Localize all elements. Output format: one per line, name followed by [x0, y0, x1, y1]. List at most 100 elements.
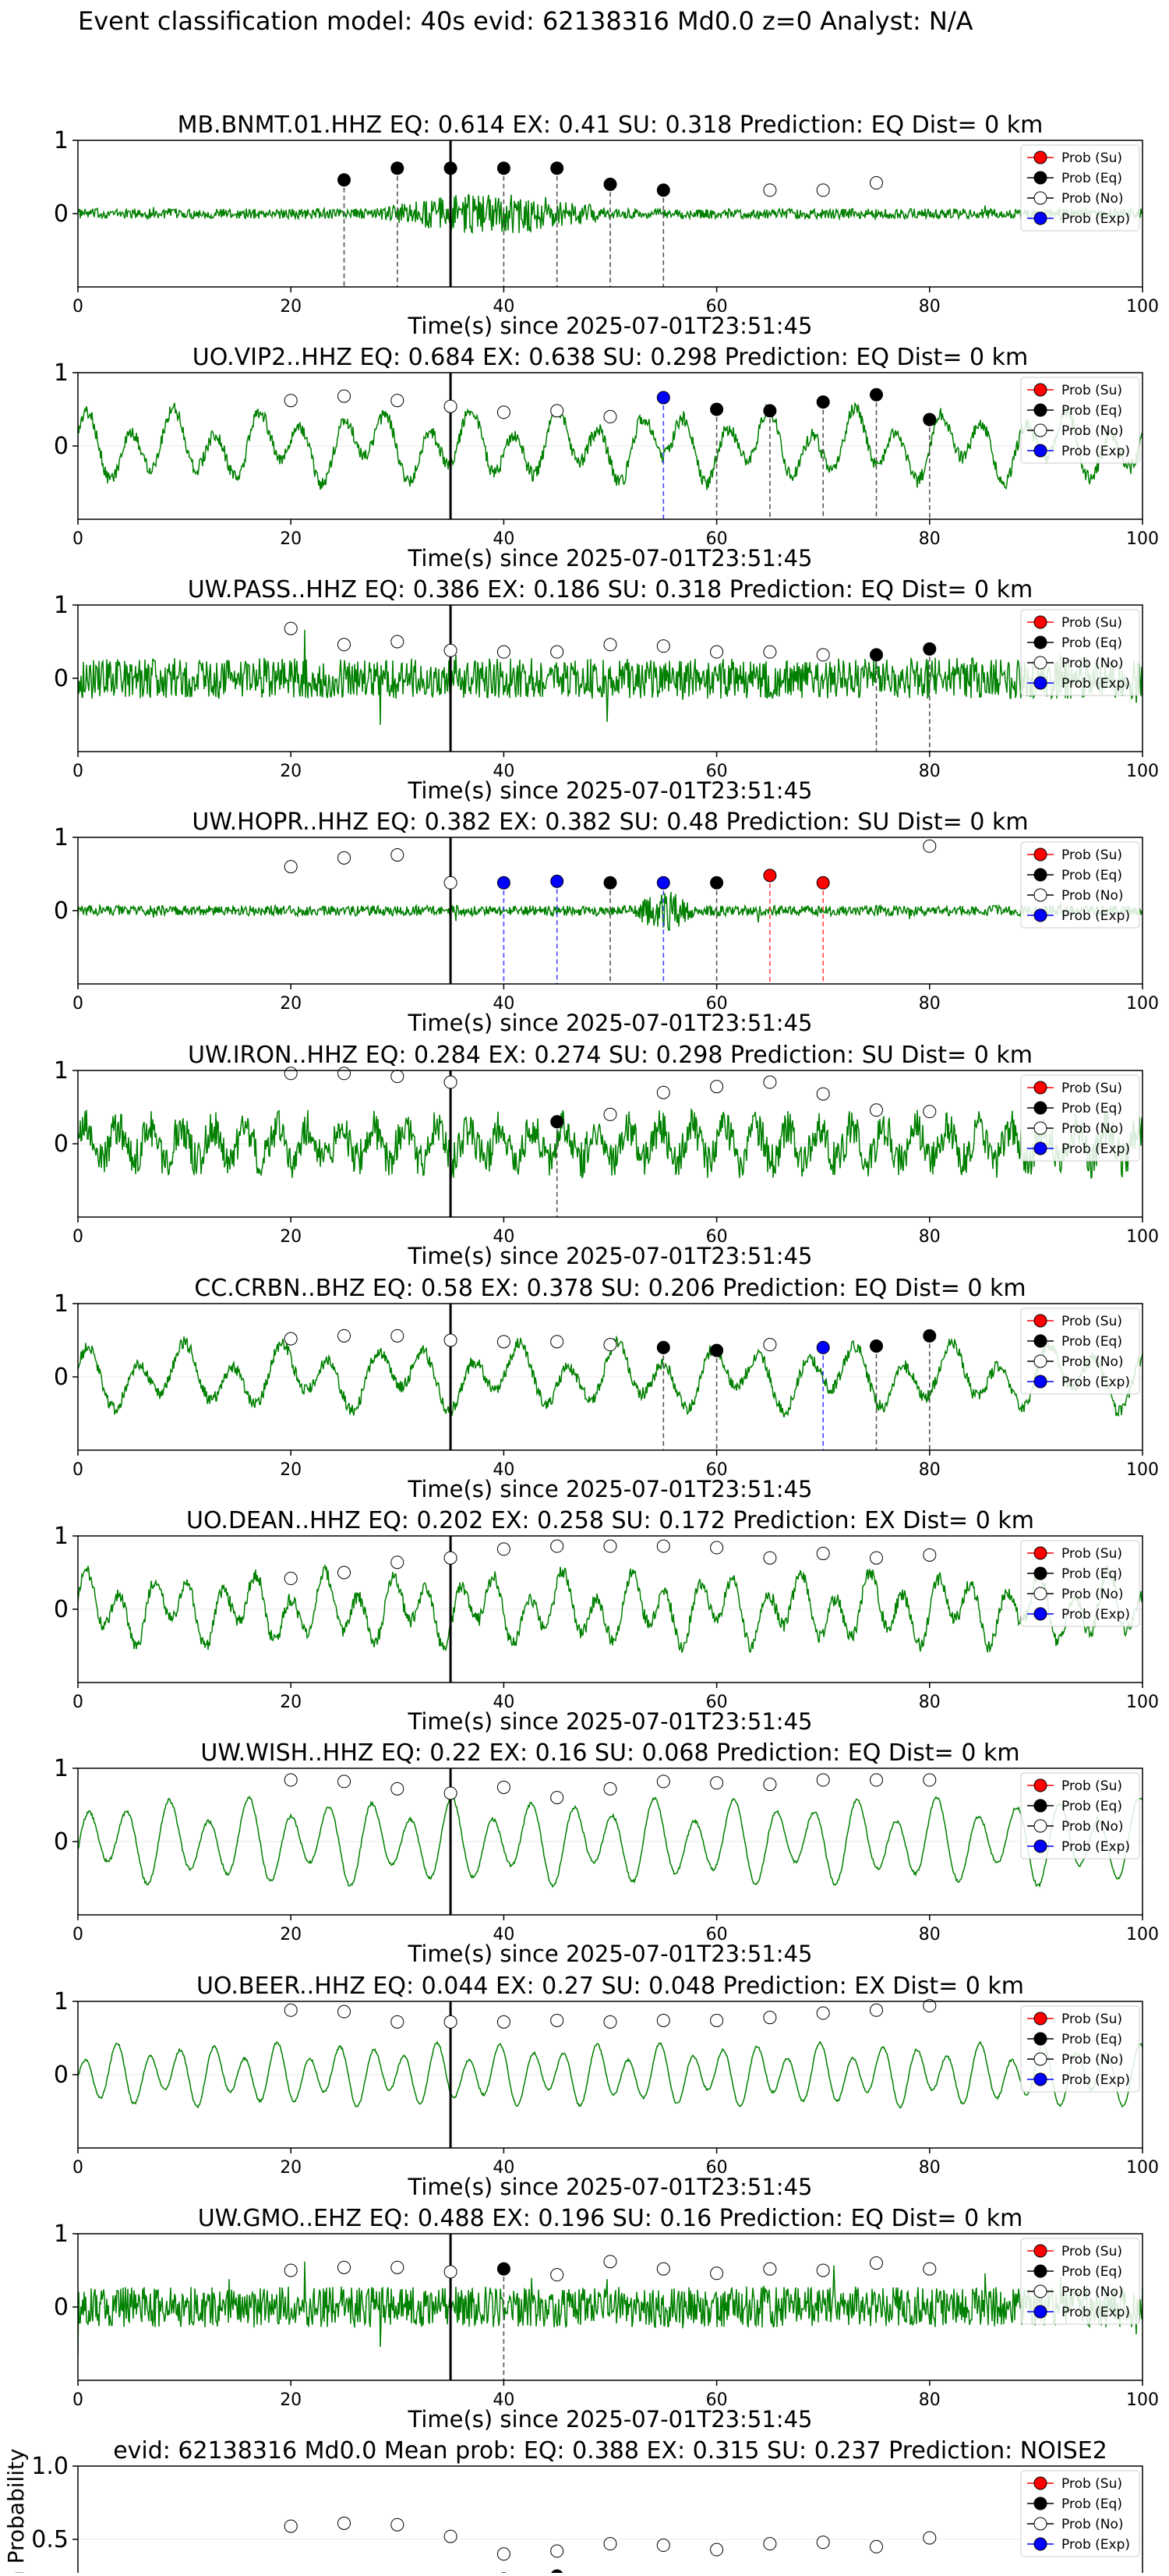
prob-marker-no	[551, 1540, 563, 1552]
prob-marker-no	[817, 2264, 829, 2277]
panel-title: UW.GMO..EHZ EQ: 0.488 EX: 0.196 SU: 0.16…	[198, 2205, 1023, 2232]
panel-title: UO.VIP2..HHZ EQ: 0.684 EX: 0.638 SU: 0.2…	[192, 344, 1029, 371]
x-tick-label: 0	[72, 1460, 83, 1480]
y-tick-label: 1	[54, 127, 69, 154]
prob-marker-no	[817, 2007, 829, 2019]
y-tick-label: 0	[54, 200, 69, 228]
legend-marker	[1034, 1840, 1047, 1852]
axes-frame	[78, 2466, 1143, 2573]
x-axis-label: Time(s) since 2025-07-01T23:51:45	[408, 1010, 813, 1036]
legend-label-exp: Prob (Exp)	[1061, 2305, 1130, 2320]
prob-marker-no	[338, 639, 351, 651]
prob-marker-no	[391, 1329, 404, 1342]
prob-marker-no	[604, 1108, 616, 1120]
legend-marker	[1034, 2265, 1047, 2277]
prob-marker-no	[284, 2004, 297, 2016]
prob-marker-no	[497, 2015, 510, 2028]
panel-title: evid: 62138316 Md0.0 Mean prob: EQ: 0.38…	[113, 2437, 1107, 2465]
x-tick-label: 80	[919, 2158, 941, 2178]
x-tick-label: 100	[1126, 297, 1159, 317]
prob-marker-eq	[657, 1341, 669, 1353]
panel-2: UW.PASS..HHZ EQ: 0.386 EX: 0.186 SU: 0.3…	[54, 576, 1159, 804]
mean-prob-point-no	[338, 2517, 351, 2529]
legend-label-exp: Prob (Exp)	[1061, 1607, 1130, 1622]
legend-label-exp: Prob (Exp)	[1061, 1375, 1130, 1390]
x-tick-label: 100	[1126, 2390, 1159, 2410]
y-tick-label: 0	[54, 2061, 69, 2089]
legend-label-exp: Prob (Exp)	[1061, 444, 1130, 459]
prob-marker-no	[551, 1336, 563, 1348]
prob-marker-no	[871, 1552, 883, 1564]
prob-marker-no	[711, 646, 723, 658]
y-tick-label: 0	[54, 1596, 69, 1623]
legend-label-exp: Prob (Exp)	[1061, 2072, 1130, 2088]
prob-marker-no	[604, 2256, 616, 2268]
prob-marker-no	[764, 1552, 776, 1564]
panel-0: MB.BNMT.01.HHZ EQ: 0.614 EX: 0.41 SU: 0.…	[54, 111, 1159, 339]
legend-label-no: Prob (No)	[1061, 1587, 1124, 1602]
mean-prob-point-no	[551, 2545, 563, 2557]
x-tick-label: 20	[280, 2390, 302, 2410]
legend-label-exp: Prob (Exp)	[1061, 1141, 1130, 1157]
x-axis-label: Time(s) since 2025-07-01T23:51:45	[408, 777, 813, 804]
prob-marker-eq	[604, 178, 616, 190]
x-axis-label: Time(s) since 2025-07-01T23:51:45	[408, 313, 813, 339]
prob-marker-no	[817, 649, 829, 661]
legend-marker	[1034, 192, 1047, 204]
y-tick-label: 0	[54, 433, 69, 460]
prob-marker-no	[764, 1076, 776, 1088]
y-tick-label: 1	[54, 1988, 69, 2015]
prob-marker-eq	[817, 396, 829, 409]
y-tick-label: 1.0	[31, 2453, 69, 2480]
legend-marker	[1034, 1081, 1047, 1094]
legend-marker	[1034, 2033, 1047, 2045]
prob-marker-no	[924, 1106, 936, 1118]
panel-7: UW.WISH..HHZ EQ: 0.22 EX: 0.16 SU: 0.068…	[54, 1739, 1159, 1967]
waveform-trace	[78, 2262, 1143, 2355]
legend-marker	[1034, 1587, 1047, 1600]
y-tick-label: 1	[54, 1523, 69, 1550]
prob-marker-no	[338, 1329, 351, 1342]
x-axis-label: Time(s) since 2025-07-01T23:51:45	[408, 545, 813, 571]
prob-marker-eq	[871, 649, 883, 661]
x-tick-label: 0	[72, 762, 83, 781]
x-tick-label: 20	[280, 2158, 302, 2178]
prob-marker-exp	[817, 1341, 829, 1353]
legend-marker	[1034, 151, 1047, 164]
legend-marker	[1034, 1799, 1047, 1812]
legend-marker	[1034, 384, 1047, 396]
prob-marker-no	[817, 1774, 829, 1786]
prob-marker-no	[871, 1774, 883, 1786]
prob-marker-no	[604, 639, 616, 651]
prob-marker-eq	[604, 876, 616, 889]
legend-label-no: Prob (No)	[1061, 888, 1124, 904]
prob-marker-no	[497, 1781, 510, 1793]
legend-label-su: Prob (Su)	[1061, 2476, 1122, 2492]
legend-label-su: Prob (Su)	[1061, 1546, 1122, 1562]
legend-marker	[1034, 1142, 1047, 1155]
legend-label-exp: Prob (Exp)	[1061, 211, 1130, 227]
prob-marker-no	[924, 1548, 936, 1561]
prob-marker-no	[764, 2012, 776, 2024]
prob-marker-no	[444, 876, 457, 889]
prob-marker-no	[924, 1774, 936, 1786]
prob-marker-no	[604, 1782, 616, 1795]
legend-label-eq: Prob (Eq)	[1061, 403, 1122, 419]
panel-title: UW.HOPR..HHZ EQ: 0.382 EX: 0.382 SU: 0.4…	[192, 809, 1028, 836]
y-tick-label: 1	[54, 2220, 69, 2248]
legend-marker	[1034, 1608, 1047, 1620]
x-tick-label: 0	[72, 529, 83, 549]
legend-label-su: Prob (Su)	[1061, 847, 1122, 863]
x-tick-label: 80	[919, 297, 941, 317]
prob-marker-no	[604, 1339, 616, 1351]
prob-marker-no	[284, 1067, 297, 1080]
x-tick-label: 100	[1126, 2158, 1159, 2178]
legend-marker	[1034, 2305, 1047, 2318]
prob-marker-no	[444, 400, 457, 412]
mean-prob-point-no	[764, 2538, 776, 2550]
prob-marker-no	[497, 1543, 510, 1555]
legend-marker	[1034, 677, 1047, 689]
prob-marker-no	[284, 622, 297, 635]
prob-marker-eq	[924, 413, 936, 426]
